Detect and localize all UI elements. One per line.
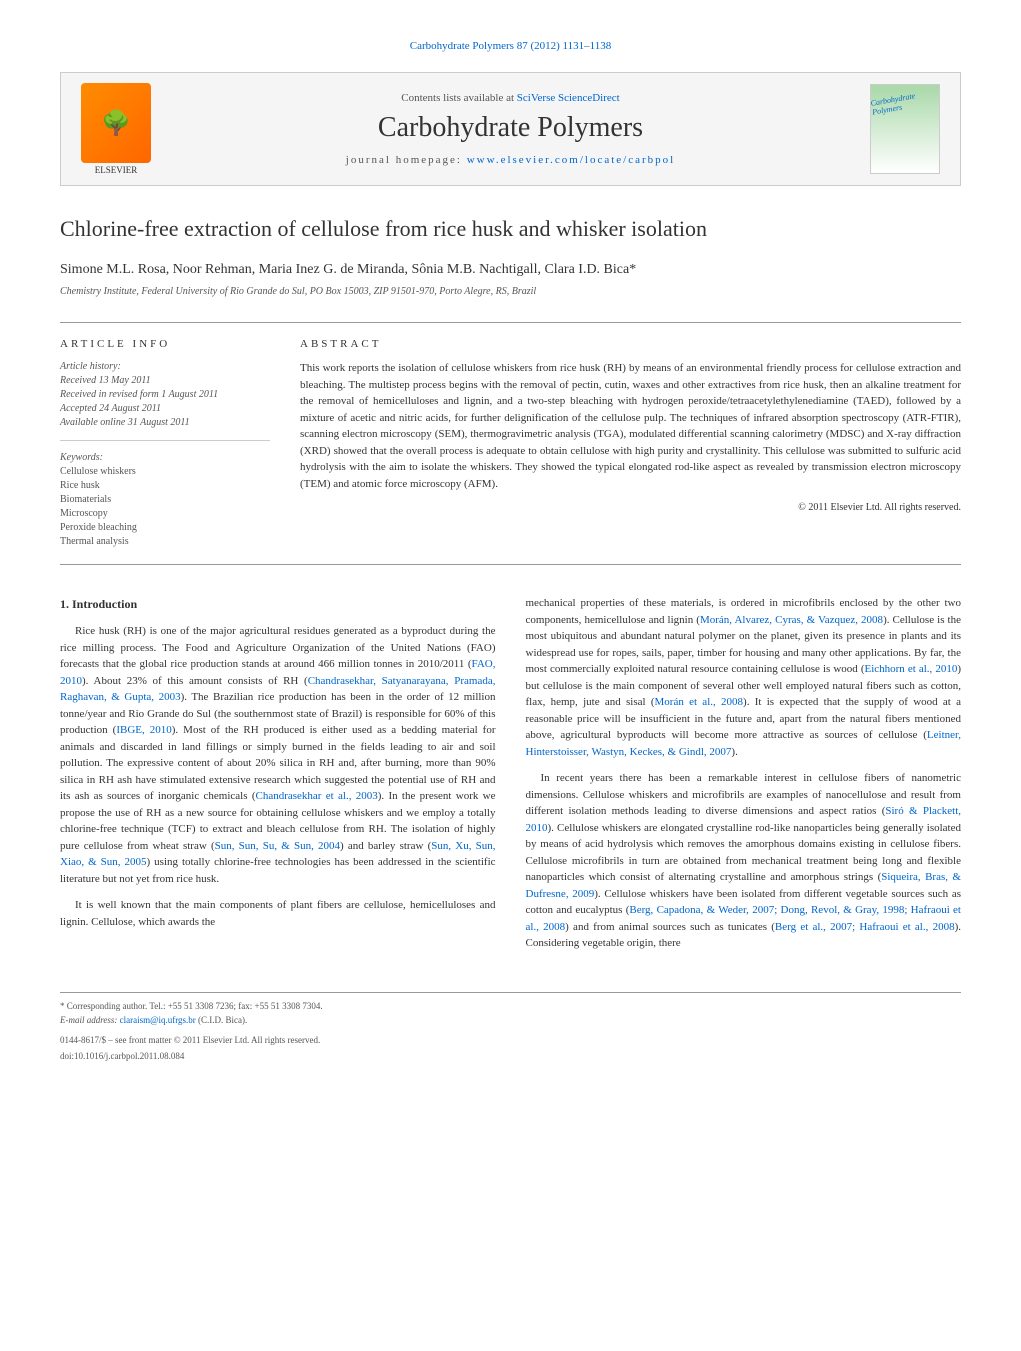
- section-1-heading: 1. Introduction: [60, 595, 496, 613]
- body-columns: 1. Introduction Rice husk (RH) is one of…: [60, 595, 961, 962]
- abstract-block: ABSTRACT This work reports the isolation…: [300, 338, 961, 549]
- body-paragraph: mechanical properties of these materials…: [526, 595, 962, 760]
- sciencedirect-link[interactable]: SciVerse ScienceDirect: [517, 92, 620, 104]
- reference-link[interactable]: IBGE, 2010: [116, 724, 171, 736]
- accepted-date: Accepted 24 August 2011: [60, 402, 270, 416]
- email-suffix: (C.I.D. Bica).: [196, 1015, 248, 1025]
- journal-banner: 🌳 ELSEVIER Contents lists available at S…: [60, 72, 961, 186]
- banner-center: Contents lists available at SciVerse Sci…: [151, 92, 870, 166]
- keyword: Cellulose whiskers: [60, 465, 270, 479]
- text-run: ). About 23% of this amount consists of …: [82, 675, 308, 687]
- reference-link[interactable]: Sun, Sun, Su, & Sun, 2004: [215, 840, 340, 852]
- keywords-label: Keywords:: [60, 451, 270, 465]
- keywords-block: Keywords: Cellulose whiskers Rice husk B…: [60, 451, 270, 549]
- article-info-block: ARTICLE INFO Article history: Received 1…: [60, 338, 270, 549]
- homepage-line: journal homepage: www.elsevier.com/locat…: [151, 154, 870, 166]
- keyword: Peroxide bleaching: [60, 521, 270, 535]
- keyword: Rice husk: [60, 479, 270, 493]
- authors-list: Simone M.L. Rosa, Noor Rehman, Maria Ine…: [60, 262, 961, 278]
- journal-name: Carbohydrate Polymers: [151, 112, 870, 144]
- email-line: E-mail address: claraism@iq.ufrgs.br (C.…: [60, 1015, 961, 1025]
- reference-link[interactable]: Berg et al., 2007; Hafraoui et al., 2008: [775, 921, 955, 933]
- keyword: Microscopy: [60, 507, 270, 521]
- corresponding-author: * Corresponding author. Tel.: +55 51 330…: [60, 1001, 961, 1011]
- text-run: ) and barley straw (: [340, 840, 431, 852]
- history-label: Article history:: [60, 360, 270, 374]
- tree-icon: 🌳: [101, 109, 131, 138]
- contents-line: Contents lists available at SciVerse Sci…: [151, 92, 870, 104]
- reference-link[interactable]: Eichhorn et al., 2010: [864, 663, 957, 675]
- cover-text: Carbohydrate Polymers: [870, 87, 940, 117]
- text-run: ) and from animal sources such as tunica…: [565, 921, 775, 933]
- header-citation: Carbohydrate Polymers 87 (2012) 1131–113…: [60, 40, 961, 52]
- info-abstract-row: ARTICLE INFO Article history: Received 1…: [60, 322, 961, 565]
- abstract-copyright: © 2011 Elsevier Ltd. All rights reserved…: [300, 502, 961, 513]
- abstract-text: This work reports the isolation of cellu…: [300, 360, 961, 492]
- reference-link[interactable]: Morán et al., 2008: [655, 696, 744, 708]
- abstract-heading: ABSTRACT: [300, 338, 961, 350]
- journal-cover-icon: Carbohydrate Polymers: [870, 84, 940, 174]
- article-history: Article history: Received 13 May 2011 Re…: [60, 360, 270, 441]
- keyword: Thermal analysis: [60, 535, 270, 549]
- doi-line: doi:10.1016/j.carbpol.2011.08.084: [60, 1051, 961, 1061]
- elsevier-logo-icon: 🌳: [81, 83, 151, 163]
- reference-link[interactable]: Chandrasekhar et al., 2003: [255, 790, 377, 802]
- body-paragraph: In recent years there has been a remarka…: [526, 770, 962, 952]
- right-column: mechanical properties of these materials…: [526, 595, 962, 962]
- contents-prefix: Contents lists available at: [401, 92, 516, 104]
- issn-line: 0144-8617/$ – see front matter © 2011 El…: [60, 1035, 961, 1045]
- article-title: Chlorine-free extraction of cellulose fr…: [60, 216, 961, 242]
- body-paragraph: It is well known that the main component…: [60, 897, 496, 930]
- footer-block: * Corresponding author. Tel.: +55 51 330…: [60, 992, 961, 1061]
- email-link[interactable]: claraism@iq.ufrgs.br: [120, 1015, 196, 1025]
- article-info-heading: ARTICLE INFO: [60, 338, 270, 350]
- available-date: Available online 31 August 2011: [60, 416, 270, 430]
- keyword: Biomaterials: [60, 493, 270, 507]
- elsevier-label: ELSEVIER: [81, 165, 151, 175]
- text-run: ).: [731, 746, 737, 758]
- received-date: Received 13 May 2011: [60, 374, 270, 388]
- left-column: 1. Introduction Rice husk (RH) is one of…: [60, 595, 496, 962]
- body-paragraph: Rice husk (RH) is one of the major agric…: [60, 623, 496, 887]
- reference-link[interactable]: Morán, Alvarez, Cyras, & Vazquez, 2008: [700, 614, 883, 626]
- homepage-prefix: journal homepage:: [346, 154, 467, 166]
- homepage-link[interactable]: www.elsevier.com/locate/carbpol: [467, 154, 676, 166]
- revised-date: Received in revised form 1 August 2011: [60, 388, 270, 402]
- elsevier-logo-block: 🌳 ELSEVIER: [81, 83, 151, 175]
- email-label: E-mail address:: [60, 1015, 120, 1025]
- text-run: Rice husk (RH) is one of the major agric…: [60, 625, 496, 670]
- affiliation: Chemistry Institute, Federal University …: [60, 286, 961, 297]
